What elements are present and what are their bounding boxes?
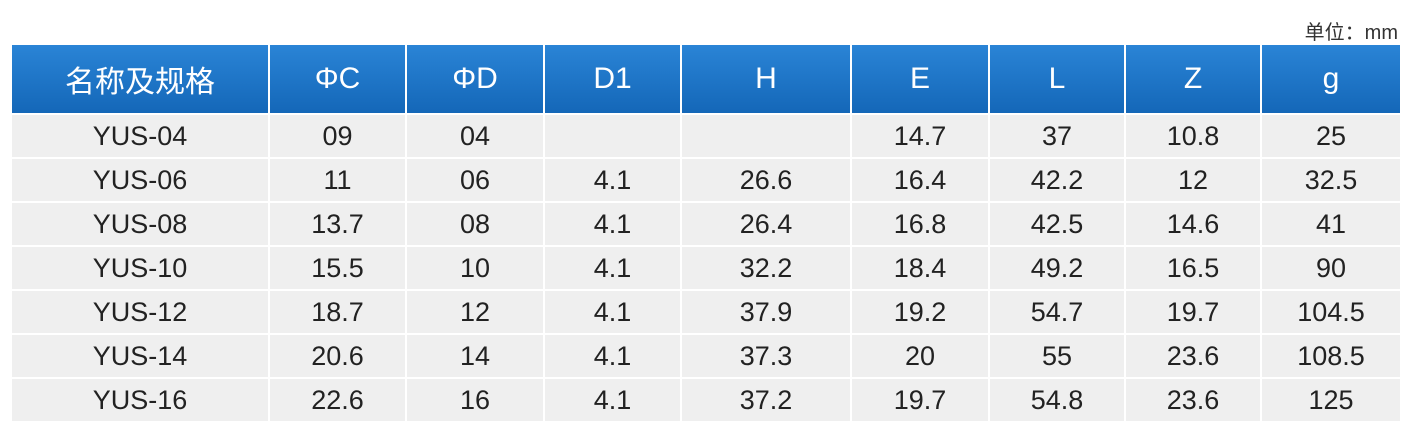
table-cell: 20.6 (268, 333, 407, 379)
table-cell: 10.8 (1124, 113, 1262, 159)
table-cell: 09 (268, 113, 407, 159)
header-cell: H (680, 45, 852, 114)
table-row: YUS-16 22.6 16 4.1 37.2 19.7 54.8 23.6 125 (10, 377, 1402, 423)
table-row: YUS-10 15.5 10 4.1 32.2 18.4 49.2 16.5 90 (10, 245, 1402, 291)
table-cell: 4.1 (543, 377, 682, 423)
table-cell: 41 (1260, 201, 1402, 247)
table-cell: 04 (405, 113, 545, 159)
table-cell: YUS-14 (10, 333, 270, 379)
table-cell: 37.3 (680, 333, 852, 379)
table-cell: 14 (405, 333, 545, 379)
table-cell: 13.7 (268, 201, 407, 247)
table-row: YUS-12 18.7 12 4.1 37.9 19.2 54.7 19.7 104.5 (10, 289, 1402, 335)
table-cell: 54.8 (988, 377, 1126, 423)
table-cell: 54.7 (988, 289, 1126, 335)
unit-label: 单位：mm (1304, 22, 1398, 44)
table-cell: 14.6 (1124, 201, 1262, 247)
table-cell (680, 113, 852, 159)
table-cell: YUS-10 (10, 245, 270, 291)
table-cell: 12 (405, 289, 545, 335)
table-cell: 125 (1260, 377, 1402, 423)
table-cell: 32.5 (1260, 157, 1402, 203)
table-cell: YUS-16 (10, 377, 270, 423)
table-cell: 06 (405, 157, 545, 203)
table-cell: 15.5 (268, 245, 407, 291)
table-cell: 4.1 (543, 289, 682, 335)
table-cell: 37.9 (680, 289, 852, 335)
table-cell: 49.2 (988, 245, 1126, 291)
table-cell: YUS-04 (10, 113, 270, 159)
table-cell: 25 (1260, 113, 1402, 159)
table-row: YUS-06 11 06 4.1 26.6 16.4 42.2 12 32.5 (10, 157, 1402, 203)
table-cell: 23.6 (1124, 333, 1262, 379)
table-cell: 37.2 (680, 377, 852, 423)
header-cell: ΦD (405, 45, 545, 114)
table-cell: 108.5 (1260, 333, 1402, 379)
header-cell: Z (1124, 45, 1262, 114)
table-cell: 19.7 (850, 377, 990, 423)
table-cell: 14.7 (850, 113, 990, 159)
table-cell: 37 (988, 113, 1126, 159)
table-cell: 11 (268, 157, 407, 203)
table-cell: 19.7 (1124, 289, 1262, 335)
table-cell: 32.2 (680, 245, 852, 291)
table-cell: 18.7 (268, 289, 407, 335)
table-cell: 16.5 (1124, 245, 1262, 291)
header-cell: E (850, 45, 990, 114)
table-cell: 18.4 (850, 245, 990, 291)
table-row: YUS-14 20.6 14 4.1 37.3 20 55 23.6 108.5 (10, 333, 1402, 379)
header-cell: D1 (543, 45, 682, 114)
table-cell: YUS-06 (10, 157, 270, 203)
table-row: YUS-04 09 04 14.7 37 10.8 25 (10, 113, 1402, 159)
table-cell: YUS-08 (10, 201, 270, 247)
table-cell: 22.6 (268, 377, 407, 423)
table-cell: 12 (1124, 157, 1262, 203)
header-cell: 名称及规格 (10, 45, 270, 114)
table-cell: 90 (1260, 245, 1402, 291)
table-cell: 42.5 (988, 201, 1126, 247)
table-cell: 20 (850, 333, 990, 379)
table-cell: 4.1 (543, 201, 682, 247)
table-body: YUS-04 09 04 14.7 37 10.8 25 YUS-06 11 06 4.1 26.6 1… (10, 113, 1402, 423)
table-cell (543, 113, 682, 159)
table-cell: 42.2 (988, 157, 1126, 203)
table-cell: 104.5 (1260, 289, 1402, 335)
table-row: YUS-08 13.7 08 4.1 26.4 16.8 42.5 14.6 41 (10, 201, 1402, 247)
header-cell: g (1260, 45, 1402, 114)
table-cell: 4.1 (543, 157, 682, 203)
table-cell: 16 (405, 377, 545, 423)
header-cell: ΦC (268, 45, 407, 114)
table-cell: 26.4 (680, 201, 852, 247)
table-cell: YUS-12 (10, 289, 270, 335)
table-cell: 08 (405, 201, 545, 247)
table-cell: 19.2 (850, 289, 990, 335)
table-cell: 4.1 (543, 333, 682, 379)
table-cell: 55 (988, 333, 1126, 379)
table-cell: 23.6 (1124, 377, 1262, 423)
table-cell: 16.4 (850, 157, 990, 203)
table-cell: 4.1 (543, 245, 682, 291)
header-cell: L (988, 45, 1126, 114)
table-cell: 26.6 (680, 157, 852, 203)
table-cell: 10 (405, 245, 545, 291)
table-cell: 16.8 (850, 201, 990, 247)
